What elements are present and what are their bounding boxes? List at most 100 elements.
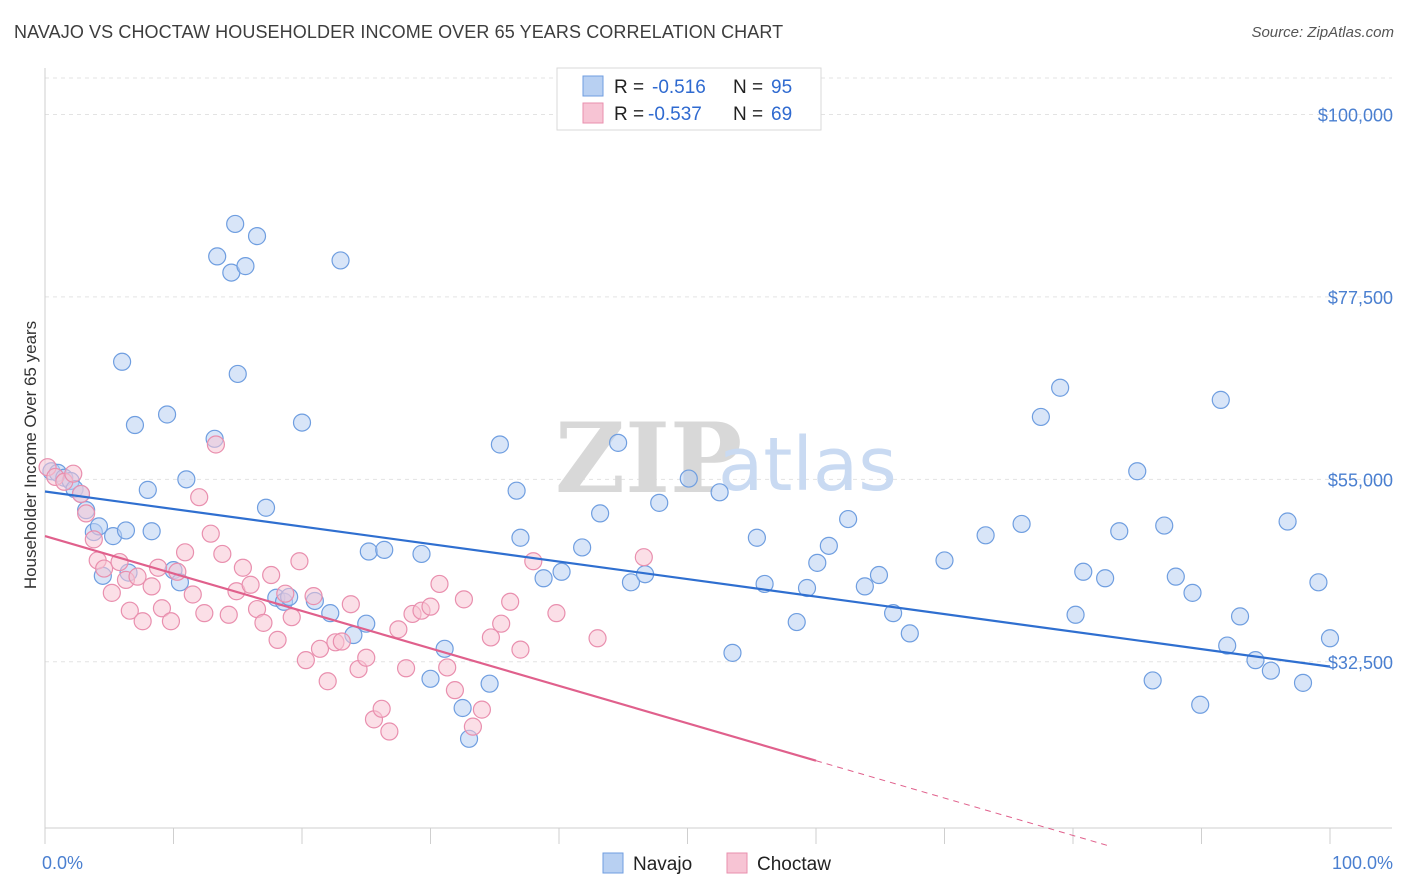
choctaw-point-10 (110, 552, 129, 572)
navajo-point-75 (1051, 378, 1070, 397)
navajo-point-62 (787, 612, 806, 632)
choctaw-point-68 (634, 548, 653, 567)
y-axis-label: Householder Income Over 65 years (21, 321, 40, 589)
choctaw-point-19 (168, 562, 187, 581)
trendline-choctaw-2 (815, 760, 1112, 848)
navajo-point-80 (1128, 462, 1147, 481)
navajo-point-72 (976, 526, 995, 545)
choctaw-point-63 (501, 592, 520, 611)
legend-r-value-navajo: -0.516 (652, 77, 706, 98)
navajo-point-57 (679, 469, 698, 488)
navajo-point-46 (490, 435, 509, 454)
choctaw-point-5 (77, 504, 96, 523)
navajo-point-43 (453, 698, 472, 718)
navajo-point-85 (1191, 695, 1210, 714)
navajo-point-27 (247, 227, 267, 246)
choctaw-point-65 (524, 552, 543, 571)
navajo-point-70 (900, 624, 919, 643)
watermark-zip: ZIP (555, 402, 742, 515)
navajo-point-69 (883, 604, 903, 623)
navajo-point-53 (609, 433, 628, 452)
navajo-point-82 (1155, 516, 1174, 535)
navajo-point-92 (1293, 673, 1313, 692)
navajo-point-73 (1012, 514, 1031, 534)
navajo-point-51 (573, 538, 592, 557)
choctaw-point-25 (206, 435, 226, 454)
navajo-point-94 (1320, 629, 1340, 648)
navajo-point-50 (552, 562, 571, 581)
choctaw-point-39 (304, 587, 323, 606)
legend-n-label-choctaw: N = (733, 104, 763, 125)
navajo-point-45 (480, 674, 499, 693)
choctaw-point-35 (276, 584, 295, 603)
choctaw-point-26 (213, 544, 232, 564)
legend-swatch-navajo (582, 75, 604, 97)
choctaw-point-22 (190, 488, 209, 507)
legend-n-value-choctaw: 69 (771, 104, 792, 125)
choctaw-point-4 (71, 484, 91, 504)
choctaw-point-46 (357, 648, 376, 667)
navajo-point-40 (412, 544, 431, 564)
choctaw-point-16 (148, 558, 168, 577)
navajo-point-91 (1278, 512, 1297, 531)
x-tick-label-0: 0.0% (42, 853, 83, 873)
y-tick-label-0: $32,500 (1328, 653, 1393, 673)
y-tick-label-1: $55,000 (1328, 470, 1393, 490)
navajo-point-22 (208, 247, 227, 266)
navajo-point-66 (839, 509, 858, 529)
choctaw-point-67 (588, 629, 607, 648)
navajo-point-63 (797, 578, 817, 598)
navajo-point-81 (1143, 671, 1162, 690)
choctaw-point-55 (430, 574, 449, 594)
navajo-point-65 (819, 536, 838, 555)
trendline-choctaw-1 (44, 535, 817, 762)
choctaw-point-56 (438, 658, 457, 677)
choctaw-point-8 (95, 559, 114, 578)
navajo-point-32 (292, 413, 312, 432)
choctaw-point-18 (161, 612, 181, 631)
choctaw-point-66 (547, 604, 566, 623)
choctaw-point-59 (463, 717, 483, 736)
legend: R = -0.516 N = 95 R = -0.537 N = 69 (556, 67, 822, 131)
choctaw-point-30 (241, 575, 260, 594)
navajo-point-76 (1066, 605, 1085, 624)
y-tick-label-2: $77,500 (1328, 288, 1393, 308)
navajo-point-11 (112, 352, 132, 371)
navajo-point-74 (1031, 407, 1050, 427)
navajo-point-67 (855, 577, 874, 596)
choctaw-point-48 (372, 699, 391, 718)
choctaw-point-61 (481, 628, 500, 647)
navajo-point-79 (1110, 522, 1129, 541)
choctaw-point-43 (332, 632, 351, 651)
navajo-point-58 (710, 483, 729, 502)
choctaw-point-37 (290, 552, 309, 571)
navajo-point-15 (138, 480, 157, 499)
choctaw-point-49 (380, 722, 399, 741)
axes (44, 68, 1392, 844)
choctaw-point-21 (183, 585, 202, 604)
navajo-point-89 (1246, 651, 1265, 670)
choctaw-point-58 (454, 590, 474, 609)
choctaw-point-29 (233, 558, 252, 577)
choctaw-point-9 (102, 583, 121, 602)
navajo-point-59 (723, 643, 742, 662)
legend-n-label-navajo: N = (733, 77, 763, 98)
choctaw-point-36 (282, 608, 301, 627)
choctaw-point-33 (262, 565, 281, 585)
navajo-point-14 (142, 522, 161, 541)
choctaw-point-14 (133, 612, 152, 631)
choctaw-point-23 (195, 604, 214, 623)
navajo-point-64 (808, 553, 827, 572)
legend-swatch-choctaw (582, 102, 604, 124)
choctaw-point-6 (84, 530, 103, 549)
navajo-point-83 (1166, 567, 1185, 586)
trend-lines (44, 490, 1331, 848)
navajo-point-77 (1074, 562, 1093, 581)
navajo-point-47 (507, 481, 526, 500)
legend-r-value-choctaw: -0.537 (648, 104, 702, 125)
navajo-point-48 (511, 528, 530, 547)
choctaw-point-38 (296, 651, 315, 670)
chart-title: NAVAJO VS CHOCTAW HOUSEHOLDER INCOME OVE… (14, 22, 784, 42)
watermark-atlas: atlas (718, 422, 897, 508)
legend-n-value-navajo: 95 (771, 77, 792, 98)
